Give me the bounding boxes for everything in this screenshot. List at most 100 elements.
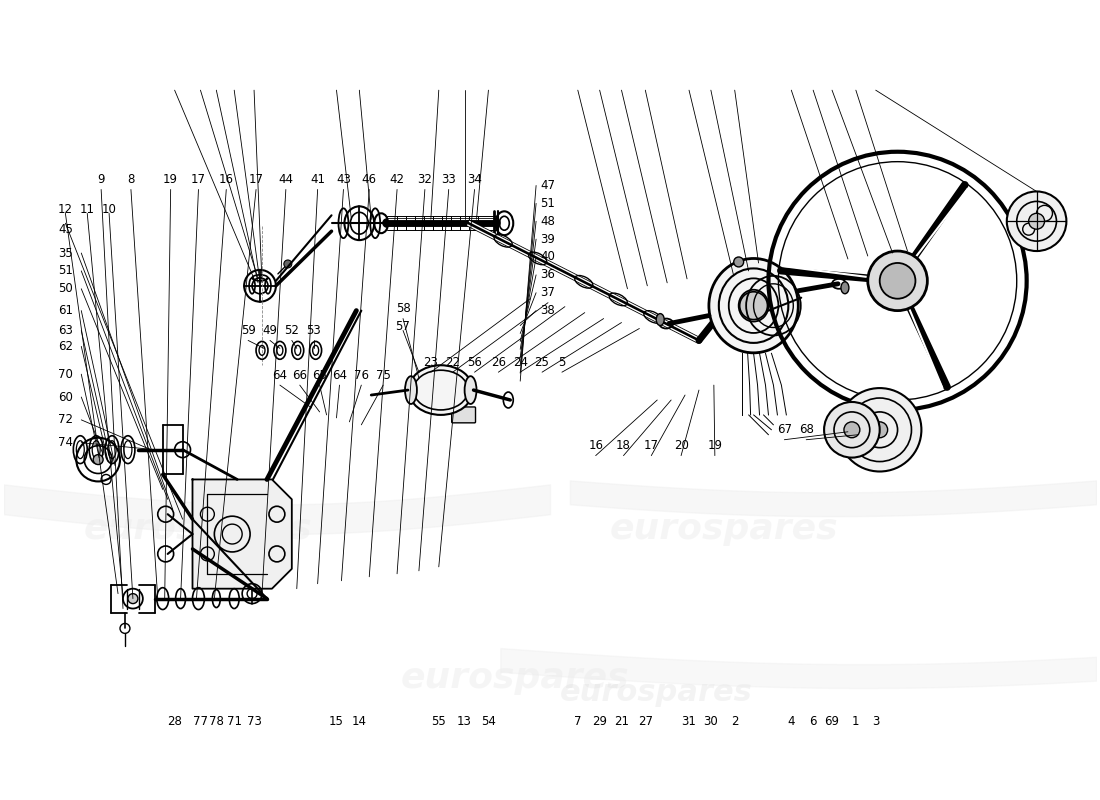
Text: 53: 53 [306, 324, 321, 337]
Text: 52: 52 [285, 324, 299, 337]
Text: 35: 35 [58, 246, 73, 259]
Text: 8: 8 [128, 173, 134, 186]
Text: 68: 68 [799, 423, 814, 436]
Text: 51: 51 [58, 265, 73, 278]
Text: 73: 73 [246, 715, 262, 728]
Text: 12: 12 [58, 203, 73, 216]
Text: 3: 3 [872, 715, 879, 728]
Text: 44: 44 [278, 173, 294, 186]
Text: 65: 65 [312, 369, 327, 382]
Text: 7: 7 [574, 715, 582, 728]
Text: 14: 14 [352, 715, 366, 728]
Text: 11: 11 [79, 203, 95, 216]
Text: 58: 58 [396, 302, 410, 315]
Ellipse shape [405, 376, 417, 404]
Text: 9: 9 [98, 173, 104, 186]
Text: 46: 46 [362, 173, 377, 186]
Text: 51: 51 [540, 197, 556, 210]
Text: 37: 37 [540, 286, 556, 299]
Text: 42: 42 [389, 173, 405, 186]
Text: 19: 19 [707, 439, 723, 452]
Text: 36: 36 [540, 268, 556, 282]
Text: 17: 17 [249, 173, 264, 186]
Text: 59: 59 [241, 324, 255, 337]
Text: 62: 62 [58, 340, 73, 353]
Circle shape [734, 257, 744, 267]
Text: 76: 76 [354, 369, 368, 382]
Text: 54: 54 [481, 715, 496, 728]
Text: 32: 32 [417, 173, 432, 186]
Text: 13: 13 [458, 715, 472, 728]
Text: 40: 40 [540, 250, 556, 263]
Circle shape [1006, 191, 1066, 251]
Circle shape [1028, 214, 1045, 229]
Text: 39: 39 [540, 233, 556, 246]
Ellipse shape [657, 314, 664, 326]
Text: 57: 57 [396, 320, 410, 333]
Text: 77: 77 [192, 715, 208, 728]
Text: 17: 17 [191, 173, 206, 186]
Text: 2: 2 [732, 715, 738, 728]
Text: 71: 71 [227, 715, 242, 728]
Text: 24: 24 [513, 356, 528, 369]
Text: 64: 64 [273, 369, 287, 382]
FancyBboxPatch shape [746, 281, 786, 330]
Text: 66: 66 [293, 369, 307, 382]
Text: 18: 18 [616, 439, 631, 452]
Text: 49: 49 [263, 324, 277, 337]
Text: 50: 50 [58, 282, 73, 295]
Text: 25: 25 [535, 356, 550, 369]
Text: 4: 4 [788, 715, 795, 728]
Circle shape [871, 422, 888, 438]
Text: 10: 10 [101, 203, 117, 216]
Text: eurospares: eurospares [402, 661, 629, 695]
Text: 5: 5 [558, 356, 565, 369]
Text: 23: 23 [424, 356, 438, 369]
Text: 20: 20 [673, 439, 689, 452]
Circle shape [868, 251, 927, 310]
Text: eurospares: eurospares [560, 678, 752, 707]
Text: 27: 27 [638, 715, 652, 728]
Text: 29: 29 [592, 715, 607, 728]
Text: 21: 21 [614, 715, 629, 728]
FancyBboxPatch shape [452, 407, 475, 423]
Text: 48: 48 [540, 214, 556, 228]
Text: 26: 26 [491, 356, 506, 369]
Text: 41: 41 [310, 173, 326, 186]
Text: 34: 34 [468, 173, 482, 186]
Text: 6: 6 [810, 715, 817, 728]
Text: 56: 56 [468, 356, 482, 369]
Circle shape [824, 402, 880, 458]
Text: 38: 38 [540, 304, 556, 317]
Text: 60: 60 [58, 390, 73, 403]
Text: 70: 70 [58, 368, 73, 381]
Ellipse shape [464, 376, 476, 404]
Ellipse shape [708, 258, 799, 353]
Text: eurospares: eurospares [609, 512, 838, 546]
Text: 74: 74 [58, 436, 73, 450]
Text: 72: 72 [58, 414, 73, 426]
Text: 55: 55 [431, 715, 447, 728]
Text: 15: 15 [329, 715, 344, 728]
Ellipse shape [842, 282, 849, 294]
Circle shape [838, 388, 922, 471]
Text: 16: 16 [219, 173, 234, 186]
Circle shape [94, 454, 103, 465]
Circle shape [844, 422, 860, 438]
Polygon shape [192, 479, 292, 589]
Text: 28: 28 [167, 715, 183, 728]
Text: 63: 63 [58, 324, 73, 337]
Text: 33: 33 [441, 173, 456, 186]
Ellipse shape [408, 366, 473, 415]
Text: 16: 16 [588, 439, 603, 452]
Text: 45: 45 [58, 222, 73, 236]
Text: 69: 69 [825, 715, 839, 728]
Circle shape [128, 594, 138, 603]
Text: eurospares: eurospares [84, 512, 312, 546]
Circle shape [739, 292, 768, 319]
Text: 1: 1 [852, 715, 859, 728]
Text: 78: 78 [209, 715, 223, 728]
Text: 75: 75 [376, 369, 390, 382]
Circle shape [284, 260, 292, 268]
Text: 30: 30 [704, 715, 718, 728]
